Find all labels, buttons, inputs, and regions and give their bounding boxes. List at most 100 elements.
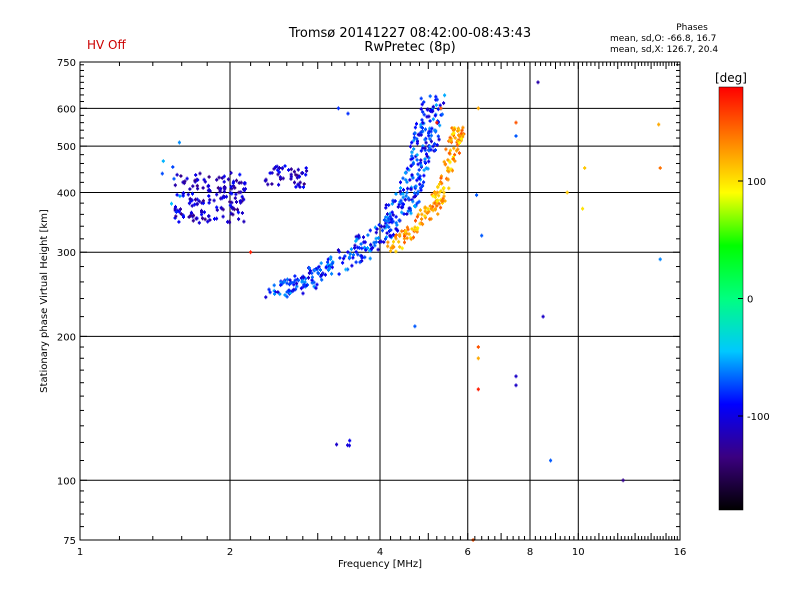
o-trace-point — [410, 208, 411, 213]
cluster-point — [223, 174, 225, 179]
x-trace-point — [431, 192, 433, 197]
o-trace-point — [413, 195, 415, 199]
cluster-point — [238, 190, 240, 195]
o-trace-point — [402, 176, 404, 181]
o-trace-point — [406, 166, 408, 171]
o-trace-point — [437, 120, 439, 125]
cluster-point — [220, 186, 222, 191]
cluster-point — [230, 211, 232, 216]
cluster-point — [243, 181, 245, 186]
x-trace-point — [406, 225, 408, 230]
o-trace-point — [417, 191, 419, 196]
o-trace-point — [421, 102, 423, 107]
o-trace-point — [311, 278, 313, 283]
cluster-point — [295, 184, 297, 189]
x-trace-point — [416, 214, 418, 219]
x-trace-point — [404, 240, 405, 245]
o-trace-point — [370, 242, 372, 247]
cluster-point — [264, 178, 266, 183]
o-trace-point — [443, 101, 445, 106]
o-trace-point — [392, 198, 394, 203]
cluster-point — [241, 194, 243, 199]
o-trace-point — [402, 191, 404, 196]
cluster-point — [174, 208, 176, 213]
o-trace-point — [295, 287, 297, 292]
x-trace-point — [415, 218, 416, 223]
cluster-point — [223, 189, 225, 194]
o-trace-point — [397, 204, 399, 209]
x-trace-point — [408, 232, 410, 237]
o-trace-point — [417, 172, 419, 177]
o-trace-point — [367, 246, 368, 250]
cluster-point — [279, 175, 281, 180]
o-trace-point — [411, 154, 413, 159]
cluster-point — [174, 183, 176, 188]
cluster-point — [175, 214, 177, 219]
cluster-point — [290, 167, 292, 172]
o-trace-point — [315, 267, 317, 271]
x-trace-point — [456, 148, 458, 153]
cluster-point — [303, 185, 304, 190]
cluster-point — [196, 183, 198, 188]
o-trace-point — [404, 197, 406, 202]
o-trace-point — [286, 290, 288, 294]
x-trace-point — [395, 249, 397, 254]
o-trace-point — [422, 109, 424, 114]
o-trace-point — [389, 211, 391, 216]
o-trace-point — [349, 252, 351, 257]
cluster-point — [229, 220, 231, 225]
o-trace-point — [398, 218, 400, 223]
o-trace-point — [420, 130, 422, 135]
scattered-point — [481, 233, 483, 238]
x-tick-label: 16 — [674, 547, 687, 558]
x-trace-point — [439, 190, 441, 194]
y-tick-label: 500 — [57, 142, 76, 153]
y-tick-label: 200 — [57, 332, 76, 343]
cluster-point — [197, 186, 199, 191]
cluster-point — [281, 166, 283, 171]
cluster-point — [213, 198, 215, 203]
cluster-point — [243, 188, 245, 193]
x-trace-point — [457, 147, 459, 152]
o-trace-point — [422, 129, 424, 134]
o-trace-point — [400, 191, 402, 196]
o-trace-point — [408, 196, 410, 201]
scattered-point — [566, 190, 568, 195]
axis-ticks — [79, 62, 681, 541]
o-trace-point — [300, 276, 302, 281]
x-trace-point — [460, 133, 462, 137]
o-trace-point — [304, 280, 306, 285]
hv-status-label: HV Off — [87, 38, 126, 52]
cluster-point — [303, 182, 305, 186]
x-trace-point — [449, 167, 451, 172]
cluster-point — [195, 173, 197, 177]
o-trace-point — [378, 222, 380, 227]
o-trace-point — [422, 125, 423, 130]
cluster-point — [235, 192, 237, 197]
o-trace-point — [357, 252, 359, 257]
x-trace-point — [451, 168, 453, 173]
x-trace-point — [449, 135, 451, 140]
cluster-point — [183, 191, 185, 196]
cluster-point — [267, 182, 269, 187]
o-trace-point — [383, 218, 385, 222]
o-trace-point — [359, 260, 361, 265]
o-trace-point — [416, 152, 418, 157]
o-trace-point — [377, 236, 379, 240]
o-trace-point — [418, 167, 420, 172]
o-trace-point — [392, 219, 394, 224]
cluster-point — [178, 209, 180, 214]
o-trace-point — [361, 246, 363, 251]
o-trace-point — [430, 108, 432, 113]
o-trace-point — [347, 250, 349, 255]
cluster-point — [184, 179, 186, 184]
scattered-point — [476, 193, 478, 198]
x-trace-point — [394, 234, 396, 239]
x-trace-point — [449, 138, 451, 143]
o-trace-point — [370, 246, 372, 251]
o-trace-point — [393, 232, 394, 237]
x-trace-point — [414, 225, 416, 230]
o-trace-point — [289, 282, 290, 287]
o-trace-point — [301, 278, 303, 283]
